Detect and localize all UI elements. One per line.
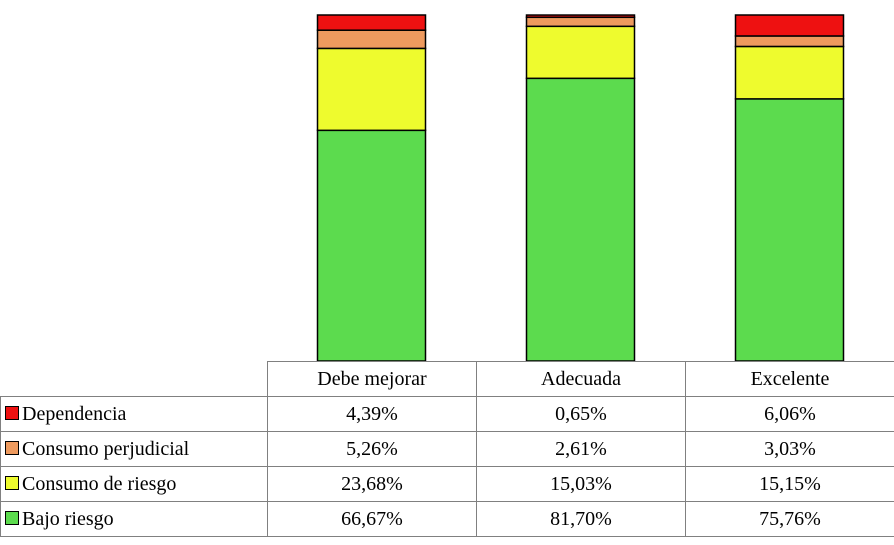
table-row: Consumo perjudicial 5,26% 2,61% 3,03% bbox=[0, 431, 894, 467]
data-cell: 15,03% bbox=[476, 466, 686, 502]
table-header-row: Debe mejorar Adecuada Excelente bbox=[0, 361, 894, 397]
data-cell: 0,65% bbox=[476, 396, 686, 432]
legend-entry: Consumo perjudicial bbox=[0, 431, 268, 467]
category-label: Adecuada bbox=[476, 361, 686, 397]
series-name: Consumo perjudicial bbox=[22, 437, 190, 460]
data-cell: 66,67% bbox=[267, 501, 477, 537]
bar-segment-bajo-riesgo bbox=[316, 129, 427, 362]
bar-segment-consumo-perjudicial bbox=[316, 29, 427, 50]
bar-segment-consumo-perjudicial bbox=[734, 35, 845, 48]
category-label: Excelente bbox=[685, 361, 894, 397]
table-row: Dependencia 4,39% 0,65% 6,06% bbox=[0, 396, 894, 432]
data-cell: 5,26% bbox=[267, 431, 477, 467]
series-name: Consumo de riesgo bbox=[22, 472, 177, 495]
bar-segment-bajo-riesgo bbox=[734, 98, 845, 362]
data-cell: 3,03% bbox=[685, 431, 894, 467]
data-cell: 6,06% bbox=[685, 396, 894, 432]
bar-segment-consumo-perjudicial bbox=[525, 16, 636, 28]
bar-segment-bajo-riesgo bbox=[525, 77, 636, 362]
category-label: Debe mejorar bbox=[267, 361, 477, 397]
bar-segment-consumo-de-riesgo bbox=[734, 45, 845, 100]
data-cell: 2,61% bbox=[476, 431, 686, 467]
legend-entry: Consumo de riesgo bbox=[0, 466, 268, 502]
bar-segment-dependencia bbox=[734, 14, 845, 37]
table-row: Consumo de riesgo 23,68% 15,03% 15,15% bbox=[0, 466, 894, 502]
data-cell: 4,39% bbox=[267, 396, 477, 432]
bar-segment-consumo-de-riesgo bbox=[316, 47, 427, 132]
legend-swatch bbox=[5, 476, 19, 491]
data-cell: 23,68% bbox=[267, 466, 477, 502]
legend-swatch bbox=[5, 511, 19, 526]
data-table: Debe mejorar Adecuada Excelente Dependen… bbox=[0, 361, 894, 537]
bar-segment-consumo-de-riesgo bbox=[525, 25, 636, 80]
data-cell: 81,70% bbox=[476, 501, 686, 537]
table-row: Bajo riesgo 66,67% 81,70% 75,76% bbox=[0, 501, 894, 537]
legend-swatch bbox=[5, 441, 19, 456]
legend-swatch bbox=[5, 406, 19, 421]
bar-segment-dependencia bbox=[316, 14, 427, 31]
legend-entry: Dependencia bbox=[0, 396, 268, 432]
bar-segment-dependencia bbox=[525, 14, 636, 19]
legend-entry: Bajo riesgo bbox=[0, 501, 268, 537]
stacked-bar-chart bbox=[316, 14, 845, 362]
data-cell: 75,76% bbox=[685, 501, 894, 537]
table-corner bbox=[0, 361, 268, 397]
series-name: Dependencia bbox=[22, 402, 127, 425]
data-cell: 15,15% bbox=[685, 466, 894, 502]
series-name: Bajo riesgo bbox=[22, 507, 114, 530]
